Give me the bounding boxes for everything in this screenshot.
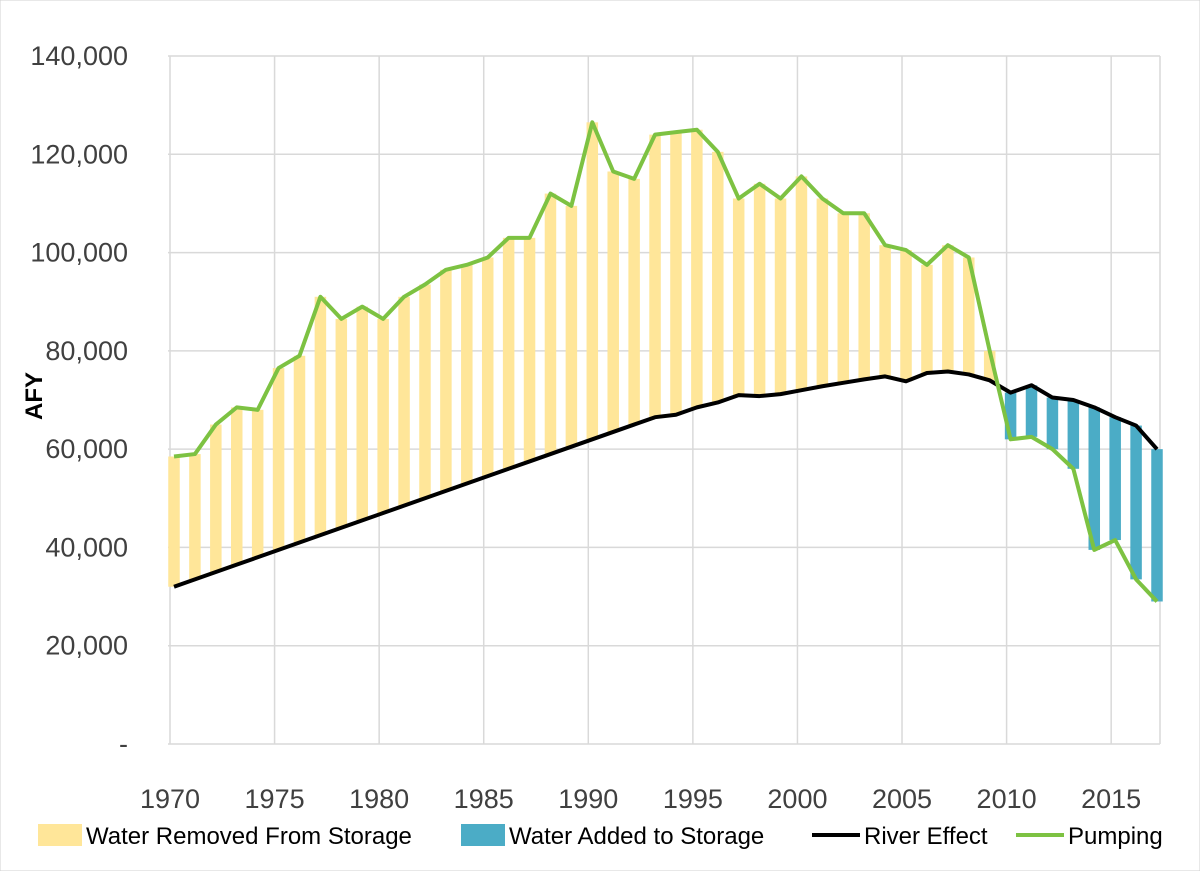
bar-water-added — [1046, 397, 1059, 450]
bar-water-removed — [314, 296, 327, 536]
bar-water-removed — [712, 151, 724, 403]
bar-water-removed — [774, 198, 787, 395]
bar-water-removed — [293, 355, 306, 543]
legend-swatch-removed — [38, 824, 82, 846]
bar-water-removed — [544, 193, 557, 455]
legend-label-removed: Water Removed From Storage — [86, 823, 412, 850]
bar-water-removed — [900, 250, 912, 382]
bar-water-removed — [586, 122, 599, 440]
bar-water-removed — [628, 178, 640, 425]
x-tick-label: 1985 — [454, 784, 514, 814]
y-tick-label: 100,000 — [30, 238, 128, 268]
y-tick-label: - — [119, 729, 128, 759]
bar-water-removed — [502, 237, 515, 469]
series-lines — [173, 120, 1159, 603]
bar-water-added — [1088, 407, 1101, 550]
y-tick-label: 40,000 — [45, 532, 128, 562]
bar-water-removed — [816, 198, 829, 387]
bar-water-removed — [963, 257, 975, 375]
bar-water-added — [1151, 449, 1163, 602]
bar-water-removed — [983, 350, 996, 381]
bar-water-removed — [335, 318, 348, 528]
x-tick-label: 2005 — [872, 784, 932, 814]
bar-water-added — [1067, 400, 1080, 469]
bar-water-removed — [732, 198, 745, 396]
legend-swatch-added — [461, 824, 505, 846]
bar-water-removed — [419, 284, 431, 499]
legend-label-added: Water Added to Storage — [509, 823, 764, 850]
bar-water-removed — [795, 176, 808, 391]
x-tick-label: 2010 — [977, 784, 1037, 814]
bar-water-removed — [691, 129, 703, 408]
bar-water-removed — [461, 264, 473, 484]
storage-bars — [168, 122, 1163, 602]
bar-water-removed — [377, 318, 389, 514]
bar-water-removed — [649, 134, 661, 418]
y-tick-label: 20,000 — [45, 631, 128, 661]
bar-water-removed — [858, 213, 870, 380]
bar-water-removed — [942, 245, 954, 372]
y-tick-label: 140,000 — [30, 41, 128, 71]
bar-water-added — [1109, 417, 1121, 541]
x-tick-label: 1995 — [663, 784, 723, 814]
bar-water-removed — [356, 306, 368, 521]
legend-label-pumping: Pumping — [1068, 823, 1163, 850]
x-tick-label: 1990 — [558, 784, 618, 814]
bar-water-removed — [189, 454, 201, 580]
bar-water-removed — [230, 407, 243, 565]
y-tick-label: 120,000 — [30, 139, 128, 169]
y-tick-label: 60,000 — [45, 434, 128, 464]
axis-labels: AFY - 20,000 40,000 60,000 80,000 100,000 120,… — [21, 41, 1141, 814]
bar-water-removed — [753, 183, 766, 397]
bar-water-removed — [481, 257, 494, 477]
bar-water-removed — [879, 245, 891, 377]
bar-water-removed — [440, 269, 452, 491]
bar-water-removed — [251, 409, 264, 558]
y-tick-label: 80,000 — [45, 336, 128, 366]
river-effect-line — [173, 369, 1159, 589]
bar-water-added — [1025, 385, 1038, 437]
legend-label-river: River Effect — [864, 823, 988, 850]
bar-water-removed — [523, 237, 536, 462]
x-tick-label: 1975 — [245, 784, 305, 814]
bar-water-removed — [168, 456, 180, 587]
bar-water-removed — [565, 205, 578, 447]
y-axis-title: AFY — [21, 372, 48, 420]
bar-water-removed — [398, 296, 410, 506]
bar-water-removed — [670, 132, 682, 415]
legend: Water Removed From Storage Water Added t… — [38, 823, 1163, 850]
pumping-line — [173, 120, 1159, 603]
bar-water-removed — [921, 264, 933, 373]
bar-water-removed — [272, 368, 285, 550]
bar-water-added — [1130, 425, 1142, 580]
bar-water-removed — [210, 424, 222, 572]
x-tick-label: 2015 — [1081, 784, 1141, 814]
x-tick-label: 1980 — [349, 784, 409, 814]
x-tick-label: 1970 — [140, 784, 200, 814]
bar-water-removed — [837, 213, 850, 383]
bar-water-removed — [607, 171, 619, 432]
x-tick-label: 2000 — [767, 784, 827, 814]
bar-water-added — [1004, 392, 1017, 440]
